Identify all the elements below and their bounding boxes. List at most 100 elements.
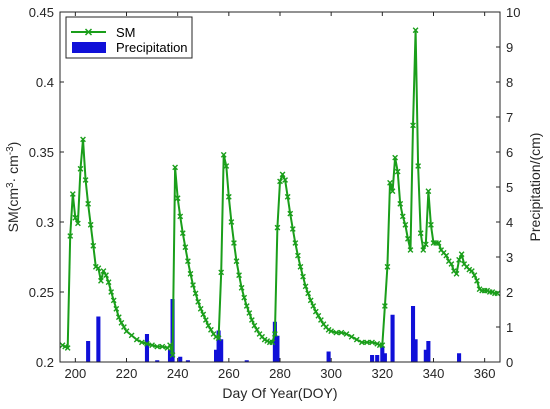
precipitation-bar <box>380 346 385 362</box>
y-right-tick-label: 10 <box>506 5 520 20</box>
sm-point <box>369 339 375 346</box>
y-left-label-part-a: SM(cm <box>5 188 21 232</box>
sm-point <box>302 283 309 290</box>
sm-point <box>159 343 166 350</box>
precipitation-bar <box>410 306 416 362</box>
sm-point <box>195 298 202 305</box>
precipitation-bars <box>86 299 462 362</box>
sm-point <box>72 214 79 221</box>
sm-point <box>394 168 401 175</box>
precipitation-bar <box>178 356 183 362</box>
sm-point <box>305 290 312 297</box>
sm-point <box>295 252 301 259</box>
sm-point <box>138 339 145 346</box>
precipitation-bar <box>423 349 428 362</box>
sm-point <box>110 297 117 304</box>
sm-point <box>149 342 155 349</box>
sm-point <box>328 328 335 335</box>
y-right-tick-label: 8 <box>506 75 513 90</box>
sm-point <box>297 263 304 270</box>
sm-point <box>248 317 255 323</box>
sm-point <box>279 171 286 178</box>
y-left-label-sup-1: 3 <box>5 182 16 188</box>
sm-point <box>333 329 340 336</box>
sm-point <box>197 305 204 312</box>
y-right-tick-label: 5 <box>506 180 513 195</box>
sm-point <box>364 339 370 346</box>
sm-point <box>318 317 324 323</box>
precipitation-bar <box>219 339 224 362</box>
sm-point <box>389 188 396 195</box>
sm-point <box>274 224 281 231</box>
precipitation-bar <box>185 360 190 362</box>
sm-point <box>282 177 289 183</box>
sm-point <box>128 332 135 339</box>
sm-point <box>287 210 294 217</box>
y-right-tick-label: 0 <box>506 355 513 370</box>
y-left-tick-label: 0.25 <box>29 285 54 300</box>
sm-point <box>87 221 94 228</box>
sm-point <box>243 303 250 309</box>
sm-point <box>453 270 460 277</box>
precipitation-bar <box>457 353 462 362</box>
sm-point <box>420 247 427 253</box>
sm-point <box>90 242 97 249</box>
sm-point <box>384 263 391 270</box>
y-right-tick-label: 2 <box>506 285 513 300</box>
sm-point <box>435 240 442 246</box>
precipitation-bar <box>375 355 380 362</box>
sm-point <box>185 258 191 265</box>
sm-point <box>405 235 411 242</box>
sm-point <box>82 177 89 183</box>
x-tick-label: 340 <box>423 366 445 381</box>
sm-point <box>190 282 196 288</box>
precipitation-bar <box>86 341 91 362</box>
sm-point <box>494 290 501 297</box>
sm-point <box>98 277 104 284</box>
precipitation-bar <box>216 330 221 362</box>
sm-point <box>75 220 81 227</box>
sm-point <box>228 219 235 225</box>
sm-point <box>69 191 76 197</box>
sm-point <box>410 122 416 129</box>
y-right-tick-label: 9 <box>506 40 513 55</box>
y-right-tick-label: 4 <box>506 215 513 230</box>
sm-point <box>471 272 478 279</box>
sm-point <box>103 272 109 279</box>
sm-point <box>399 213 406 220</box>
sm-point <box>225 193 232 200</box>
sm-point <box>402 221 409 228</box>
y-left-tick-label: 0.35 <box>29 145 54 160</box>
precipitation-bar <box>390 314 395 362</box>
y-left-label-part-c: ) <box>5 142 21 147</box>
sm-point <box>223 163 230 169</box>
sm-point <box>241 294 248 301</box>
sm-point <box>417 230 424 237</box>
sm-point <box>456 256 462 263</box>
sm-point <box>144 340 150 347</box>
tick-labels: 200 220 240 260 280 300 320 340 3600.20.250.30.3… <box>29 5 521 381</box>
sm-point <box>246 310 253 316</box>
sm-point <box>353 336 360 343</box>
sm-point <box>231 240 237 246</box>
precipitation-bar <box>214 349 219 362</box>
precipitation-bar <box>326 351 331 362</box>
sm-point <box>77 165 84 172</box>
sm-point <box>358 339 365 346</box>
sm-point <box>310 303 317 309</box>
precipitation-bar <box>244 360 249 362</box>
sm-series <box>59 27 501 358</box>
precipitation-bar <box>96 316 101 362</box>
legend-precip-label: Precipitation <box>116 40 188 55</box>
x-tick-label: 360 <box>474 366 496 381</box>
precipitation-bar <box>413 339 418 362</box>
sm-point <box>115 314 122 321</box>
y-right-tick-label: 1 <box>506 320 513 335</box>
sm-point <box>133 336 140 343</box>
sm-point <box>338 329 345 336</box>
legend-sm-x-marker <box>84 28 93 36</box>
sm-point <box>343 331 350 337</box>
sm-point <box>397 200 404 207</box>
sm-point <box>121 324 127 330</box>
sm-point <box>233 258 240 265</box>
